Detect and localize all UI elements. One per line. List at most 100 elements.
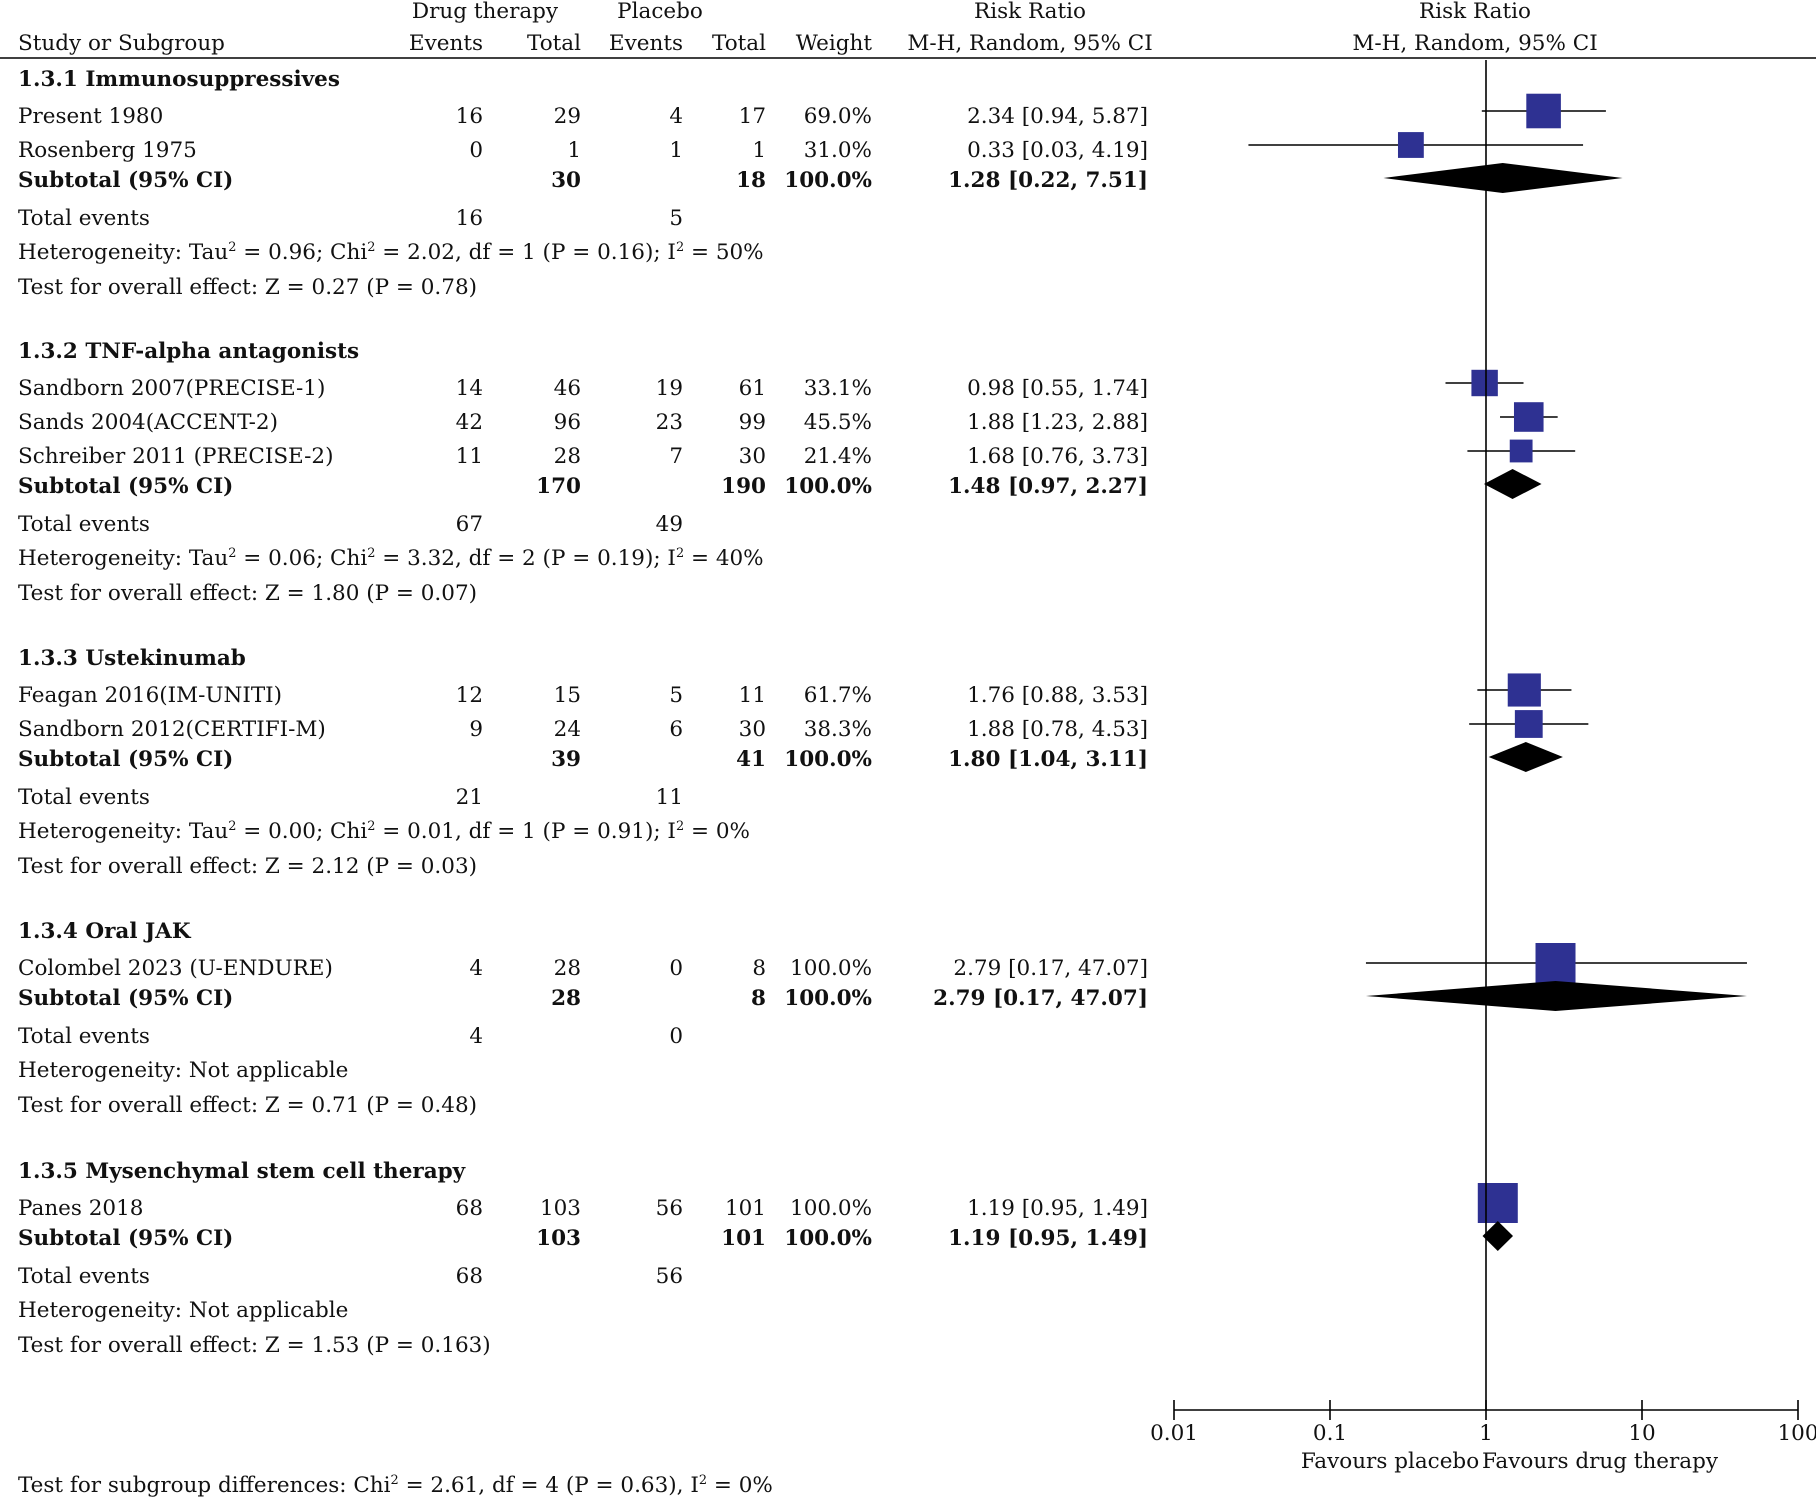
heterogeneity: Heterogeneity: Not applicable: [18, 1298, 349, 1323]
point-estimate-marker: [1526, 93, 1561, 129]
x-tick-label: 100: [1777, 1421, 1816, 1446]
header-placebo: Placebo: [617, 0, 703, 24]
placebo-events: 0: [669, 956, 683, 981]
x-tick-label: 0.1: [1312, 1421, 1348, 1446]
placebo-events: 56: [655, 1196, 683, 1221]
subtotal-ci: 1.28 [0.22, 7.51]: [948, 168, 1148, 193]
subtotal-drug-total: 170: [536, 474, 581, 499]
placebo-total: 30: [738, 444, 766, 469]
placebo-events: 6: [669, 717, 683, 742]
study-name: Panes 2018: [18, 1196, 144, 1221]
header-total: Total: [527, 31, 581, 56]
placebo-total: 8: [752, 956, 766, 981]
point-estimate-marker: [1513, 402, 1544, 432]
weight: 61.7%: [803, 683, 872, 708]
header-risk-ratio-plot: Risk Ratio: [1419, 0, 1531, 24]
header-events: Events: [408, 31, 483, 56]
point-estimate-marker: [1514, 710, 1543, 738]
placebo-events: 7: [669, 444, 683, 469]
heterogeneity: Heterogeneity: Tau2 = 0.00; Chi2 = 0.01,…: [18, 818, 750, 844]
study-name: Sandborn 2007(PRECISE-1): [18, 376, 326, 401]
study-name: Feagan 2016(IM-UNITI): [18, 683, 283, 708]
drug-total: 96: [553, 410, 581, 435]
header-weight: Weight: [795, 31, 872, 56]
subtotal-placebo-total: 41: [736, 747, 766, 772]
subtotal-weight: 100.0%: [784, 474, 872, 499]
drug-events: 11: [455, 444, 483, 469]
risk-ratio-ci: 2.79 [0.17, 47.07]: [953, 956, 1148, 981]
subtotal-drug-total: 28: [551, 986, 581, 1011]
weight: 100.0%: [790, 956, 872, 981]
placebo-events: 1: [669, 138, 683, 163]
drug-total: 28: [553, 444, 581, 469]
point-estimate-marker: [1507, 673, 1541, 707]
header-study: Study or Subgroup: [18, 31, 225, 56]
x-tick-label: 0.01: [1150, 1421, 1198, 1446]
risk-ratio-ci: 1.88 [1.23, 2.88]: [967, 410, 1148, 435]
total-events-label: Total events: [18, 512, 150, 537]
total-events-label: Total events: [18, 1024, 150, 1049]
total-events-drug: 68: [455, 1264, 483, 1289]
point-estimate-marker: [1535, 943, 1576, 983]
subtotal-label: Subtotal (95% CI): [18, 747, 234, 772]
risk-ratio-ci: 2.34 [0.94, 5.87]: [967, 104, 1148, 129]
subtotal-drug-total: 30: [551, 168, 581, 193]
header-method: M-H, Random, 95% CI: [907, 31, 1153, 56]
placebo-events: 19: [655, 376, 683, 401]
overall-effect: Test for overall effect: Z = 0.71 (P = 0…: [18, 1093, 478, 1118]
total-events-placebo: 11: [655, 785, 683, 810]
header-drug-therapy: Drug therapy: [411, 0, 559, 24]
subtotal-drug-total: 103: [536, 1226, 581, 1251]
subtotal-diamond: [1488, 742, 1563, 772]
header-method-plot: M-H, Random, 95% CI: [1352, 31, 1598, 56]
placebo-total: 30: [738, 717, 766, 742]
placebo-total: 11: [738, 683, 766, 708]
point-estimate-marker: [1397, 132, 1424, 158]
subtotal-placebo-total: 8: [751, 986, 766, 1011]
point-estimate-marker: [1471, 369, 1498, 397]
study-name: Rosenberg 1975: [18, 138, 197, 163]
subgroup-title: 1.3.2 TNF-alpha antagonists: [18, 339, 360, 364]
drug-total: 1: [567, 138, 581, 163]
drug-events: 4: [469, 956, 483, 981]
drug-events: 16: [455, 104, 483, 129]
drug-total: 15: [553, 683, 581, 708]
weight: 45.5%: [803, 410, 872, 435]
subtotal-label: Subtotal (95% CI): [18, 986, 234, 1011]
subtotal-ci: 1.19 [0.95, 1.49]: [948, 1226, 1148, 1251]
favours-drug-label: Favours drug therapy: [1481, 1449, 1719, 1474]
risk-ratio-ci: 1.68 [0.76, 3.73]: [967, 444, 1148, 469]
drug-events: 42: [455, 410, 483, 435]
total-events-label: Total events: [18, 1264, 150, 1289]
subtotal-weight: 100.0%: [784, 986, 872, 1011]
subtotal-weight: 100.0%: [784, 168, 872, 193]
drug-events: 14: [455, 376, 483, 401]
risk-ratio-ci: 1.19 [0.95, 1.49]: [967, 1196, 1148, 1221]
header-events: Events: [608, 31, 683, 56]
total-events-label: Total events: [18, 206, 150, 231]
subgroup-title: 1.3.1 Immunosuppressives: [18, 67, 340, 92]
study-name: Colombel 2023 (U-ENDURE): [18, 956, 333, 981]
total-events-placebo: 0: [669, 1024, 683, 1049]
drug-total: 29: [553, 104, 581, 129]
header-total: Total: [712, 31, 766, 56]
drug-total: 46: [553, 376, 581, 401]
subtotal-placebo-total: 18: [736, 168, 766, 193]
heterogeneity: Heterogeneity: Not applicable: [18, 1058, 349, 1083]
overall-effect: Test for overall effect: Z = 0.27 (P = 0…: [18, 275, 478, 300]
total-events-drug: 67: [455, 512, 483, 537]
total-events-drug: 4: [469, 1024, 483, 1049]
overall-effect: Test for overall effect: Z = 2.12 (P = 0…: [18, 854, 478, 879]
subgroup-differences: Test for subgroup differences: Chi2 = 2.…: [18, 1472, 773, 1498]
drug-events: 12: [455, 683, 483, 708]
placebo-total: 101: [724, 1196, 766, 1221]
x-tick-label: 10: [1628, 1421, 1656, 1446]
point-estimate-marker: [1477, 1183, 1518, 1223]
weight: 69.0%: [803, 104, 872, 129]
placebo-total: 1: [752, 138, 766, 163]
total-events-drug: 21: [455, 785, 483, 810]
placebo-events: 5: [669, 683, 683, 708]
placebo-events: 23: [655, 410, 683, 435]
